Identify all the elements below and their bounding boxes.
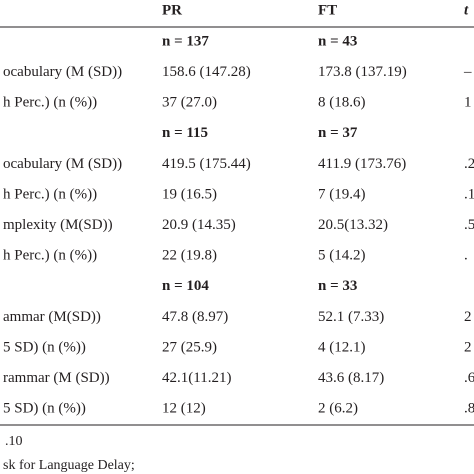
cell: 52.1 (7.33) [318,309,384,325]
group-size: n = 104 [162,278,209,294]
cell: 42.1(11.21) [162,370,231,386]
cell: 20.5(13.32) [318,217,388,233]
cell: 27 (25.9) [162,339,217,355]
cell: 47.8 (8.97) [162,309,228,325]
row-label: 5 SD) (n (%)) [3,339,86,355]
row-label: ammar (M(SD)) [3,309,101,325]
cell: 20.9 (14.35) [162,217,236,233]
row-label: ocabulary (M (SD)) [3,156,122,172]
cell: 5 (14.2) [318,248,366,264]
column-header: FT [318,2,337,18]
cell: 22 (19.8) [162,248,217,264]
column-header: t [464,2,469,18]
group-size: n = 43 [318,33,357,49]
footnote: .10 [5,434,23,449]
row-label: h Perc.) (n (%)) [3,248,97,264]
cell: 1 [464,95,472,111]
cell: 2 [464,339,472,355]
cell: 37 (27.0) [162,95,217,111]
cell: 411.9 (173.76) [318,156,406,172]
cell: 4 (12.1) [318,339,366,355]
cell: .2 [464,156,474,172]
column-header: PR [162,2,182,18]
group-size: n = 33 [318,278,357,294]
cell: 7 (19.4) [318,186,366,202]
cell: 158.6 (147.28) [162,64,251,80]
cell: .1 [464,186,474,202]
cell: 173.8 (137.19) [318,64,407,80]
cell: 12 (12) [162,401,206,417]
group-size: n = 115 [162,125,208,141]
cell: 2 [464,309,472,325]
cell: 2 (6.2) [318,401,358,417]
cell: .5 [464,217,474,233]
row-label: rammar (M (SD)) [3,370,110,386]
row-label: h Perc.) (n (%)) [3,95,97,111]
cell: – [463,64,472,80]
row-label: mplexity (M(SD)) [3,217,113,233]
group-size: n = 137 [162,33,209,49]
group-size: n = 37 [318,125,358,141]
cell: . [464,248,468,264]
cell: 19 (16.5) [162,186,217,202]
cell: 8 (18.6) [318,95,366,111]
row-label: h Perc.) (n (%)) [3,186,97,202]
cell: 419.5 (175.44) [162,156,251,172]
row-label: ocabulary (M (SD)) [3,64,122,80]
footnote: sk for Language Delay; [3,458,135,473]
cell: 43.6 (8.17) [318,370,384,386]
row-label: 5 SD) (n (%)) [3,401,86,417]
cell: .8 [464,401,474,417]
cell: .6 [464,370,474,386]
